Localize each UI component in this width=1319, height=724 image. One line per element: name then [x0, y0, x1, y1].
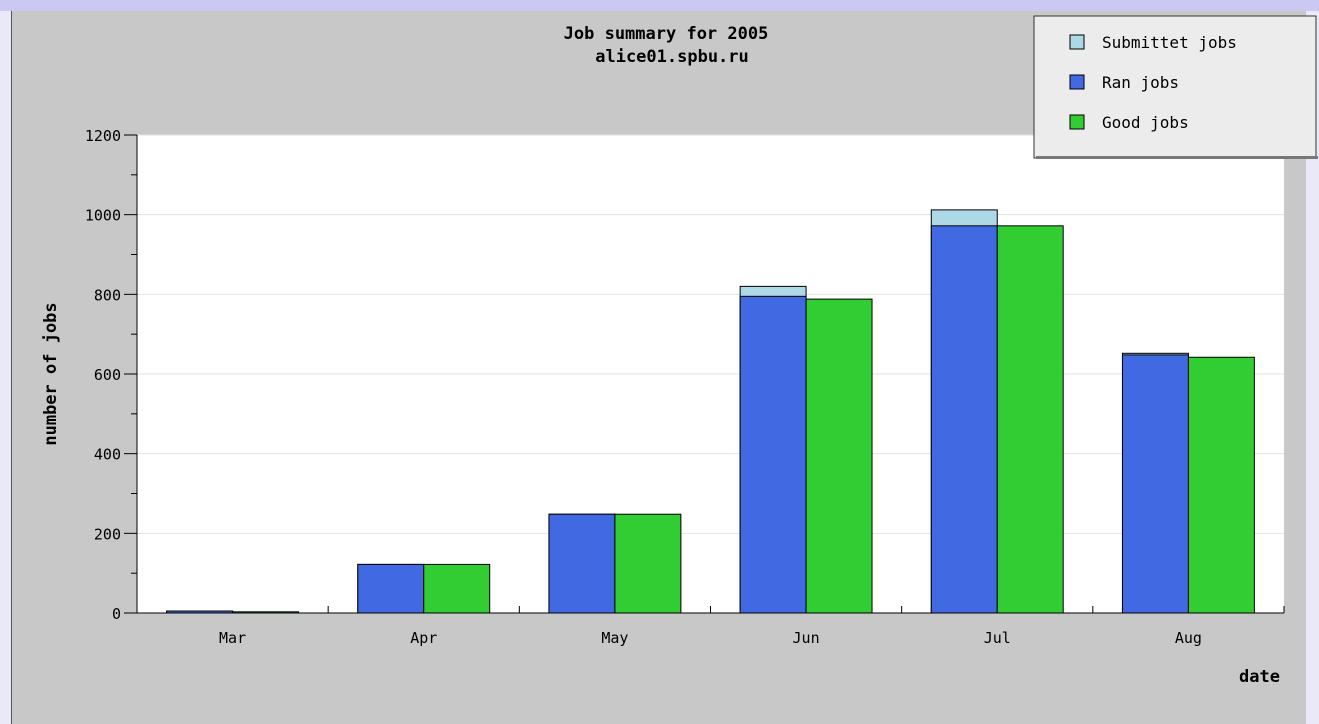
x-axis-label: date — [1239, 667, 1280, 687]
y-tick-label: 600 — [94, 366, 121, 384]
bar-good-jun — [805, 298, 873, 614]
bar-ran-jul — [930, 225, 998, 614]
chart-subtitle: alice01.spbu.ru — [595, 47, 749, 67]
y-axis-label: number of jobs — [41, 302, 61, 445]
bar-ran-apr — [357, 563, 425, 614]
legend-label: Good jobs — [1102, 113, 1189, 132]
x-tick-label: Apr — [410, 629, 437, 647]
grid-lines — [137, 134, 1284, 534]
y-tick-label: 400 — [94, 446, 121, 464]
right-edge — [1305, 11, 1319, 724]
legend-label: Submittet jobs — [1102, 33, 1237, 52]
bar-good-may — [614, 513, 682, 614]
bars — [166, 209, 1255, 614]
legend-label: Ran jobs — [1102, 73, 1179, 92]
bar-good-apr — [423, 563, 491, 614]
y-tick-label: 0 — [112, 605, 121, 623]
x-tick-label: Mar — [219, 629, 246, 647]
x-tick-labels: Mar Apr May Jun Jul Aug — [219, 629, 1202, 647]
chart-title: Job summary for 2005 — [564, 24, 769, 44]
y-tick-label: 1000 — [85, 207, 121, 225]
bar-good-jul — [996, 225, 1064, 614]
x-tick-label: Aug — [1175, 629, 1202, 647]
bar-ran-jun — [739, 295, 807, 614]
y-tick-label: 1200 — [85, 127, 121, 145]
legend-swatch — [1069, 114, 1085, 130]
top-band — [0, 0, 1319, 11]
x-tick-label: May — [601, 629, 628, 647]
left-edge — [0, 11, 11, 724]
legend-shadow — [1036, 156, 1318, 159]
bar-ran-aug — [1121, 354, 1189, 614]
axes — [124, 134, 1285, 614]
legend: Submittet jobs Ran jobs Good jobs — [1033, 15, 1318, 159]
bar-ran-may — [548, 513, 616, 614]
y-tick-label: 800 — [94, 286, 121, 304]
x-tick-label: Jul — [984, 629, 1011, 647]
legend-items: Submittet jobs Ran jobs Good jobs — [1069, 33, 1237, 132]
bar-good-aug — [1187, 356, 1255, 614]
legend-swatch — [1069, 74, 1085, 90]
y-tick-labels: 0 200 400 600 800 1000 1200 — [85, 127, 121, 623]
legend-swatch — [1069, 34, 1085, 50]
y-tick-label: 200 — [94, 525, 121, 543]
x-tick-label: Jun — [793, 629, 820, 647]
